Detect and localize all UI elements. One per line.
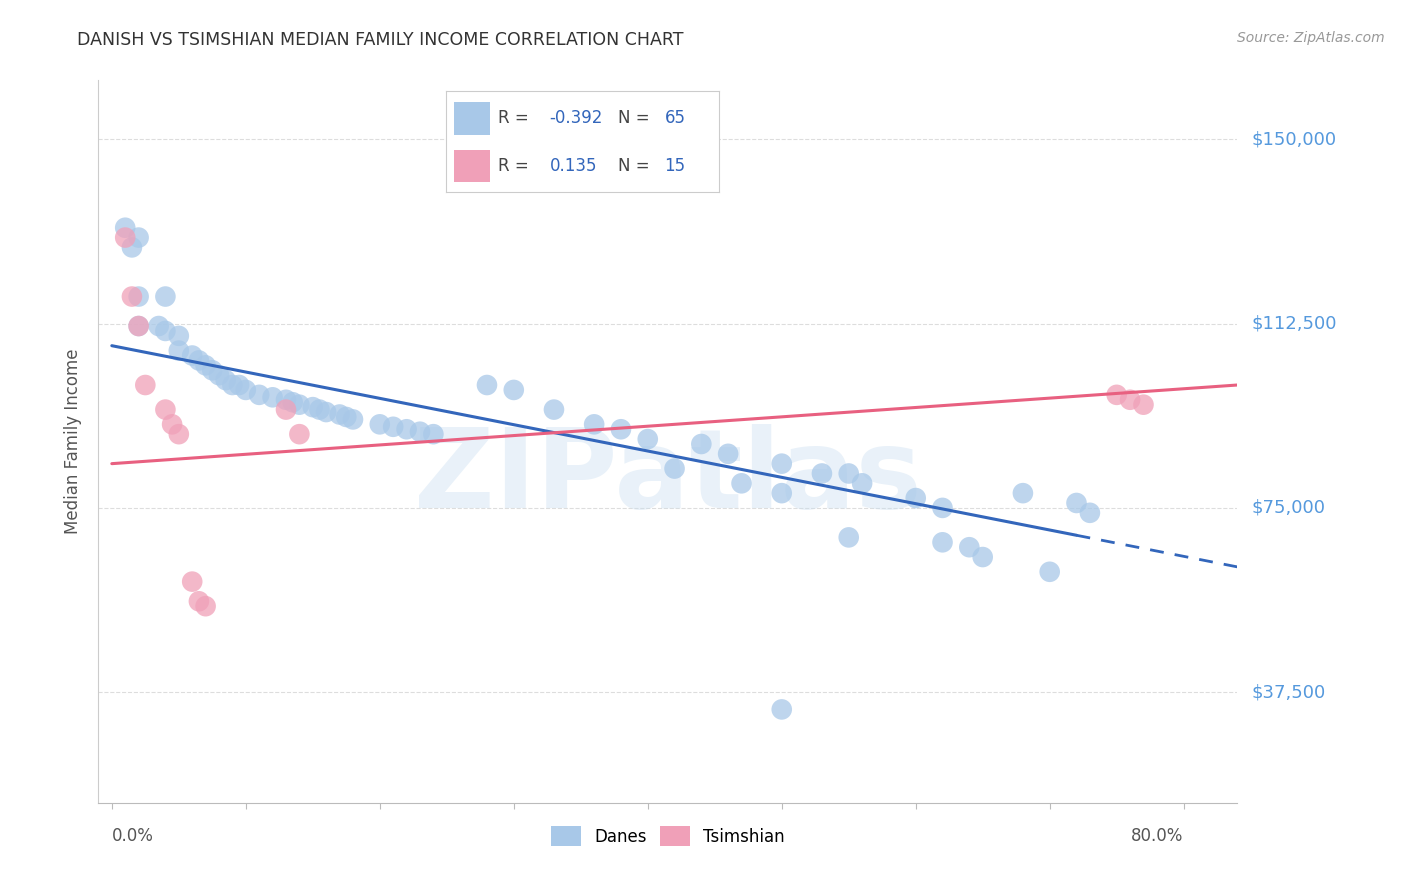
Point [274, 402, 297, 417]
Point [274, 392, 297, 407]
Point [409, 425, 432, 439]
Text: 0.0%: 0.0% [112, 828, 153, 846]
Point [281, 395, 304, 409]
Y-axis label: Median Family Income: Median Family Income [65, 349, 83, 534]
Point [262, 390, 284, 404]
Point [329, 408, 352, 422]
Point [288, 427, 311, 442]
Point [972, 549, 994, 564]
Point [690, 437, 713, 451]
Text: $112,500: $112,500 [1251, 315, 1337, 333]
Point [475, 378, 498, 392]
Point [422, 427, 444, 442]
Point [1078, 506, 1101, 520]
Point [1105, 388, 1128, 402]
Point [128, 230, 150, 244]
Point [148, 319, 170, 334]
Point [134, 378, 156, 392]
Point [301, 400, 323, 414]
Point [194, 359, 217, 373]
Point [208, 368, 231, 383]
Legend: Danes, Tsimshian: Danes, Tsimshian [544, 820, 792, 852]
Point [114, 220, 136, 235]
Point [637, 432, 659, 446]
Point [838, 467, 860, 481]
Point [167, 329, 190, 343]
Point [1132, 398, 1154, 412]
Text: $150,000: $150,000 [1251, 130, 1336, 148]
Point [121, 240, 143, 254]
Point [382, 419, 405, 434]
Point [1012, 486, 1035, 500]
Text: Source: ZipAtlas.com: Source: ZipAtlas.com [1237, 31, 1385, 45]
Point [194, 599, 217, 614]
Point [167, 343, 190, 358]
Point [335, 409, 357, 424]
Point [543, 402, 565, 417]
Point [957, 540, 980, 554]
Point [181, 349, 204, 363]
Text: $75,000: $75,000 [1251, 499, 1326, 516]
Point [1066, 496, 1088, 510]
Text: $37,500: $37,500 [1251, 683, 1326, 701]
Point [160, 417, 183, 432]
Point [155, 324, 177, 338]
Point [851, 476, 873, 491]
Point [610, 422, 633, 436]
Point [904, 491, 927, 505]
Point [770, 702, 793, 716]
Point [770, 457, 793, 471]
Point [583, 417, 606, 432]
Point [288, 398, 311, 412]
Point [128, 319, 150, 334]
Point [235, 383, 257, 397]
Point [221, 378, 243, 392]
Point [167, 427, 190, 442]
Point [114, 230, 136, 244]
Point [502, 383, 524, 397]
Point [121, 289, 143, 303]
Text: ZIPatlas: ZIPatlas [413, 425, 922, 531]
Point [155, 289, 177, 303]
Point [1039, 565, 1062, 579]
Point [664, 461, 686, 475]
Point [155, 402, 177, 417]
Point [931, 535, 953, 549]
Point [368, 417, 391, 432]
Point [811, 467, 834, 481]
Point [215, 373, 238, 387]
Point [181, 574, 204, 589]
Point [395, 422, 418, 436]
Point [201, 363, 224, 377]
Point [187, 594, 209, 608]
Point [187, 353, 209, 368]
Point [717, 447, 740, 461]
Text: 80.0%: 80.0% [1132, 828, 1184, 846]
Point [308, 402, 330, 417]
Point [128, 319, 150, 334]
Point [228, 378, 250, 392]
Point [1119, 392, 1142, 407]
Point [931, 500, 953, 515]
Point [730, 476, 752, 491]
Point [770, 486, 793, 500]
Point [247, 388, 270, 402]
Point [838, 530, 860, 544]
Point [128, 289, 150, 303]
Point [342, 412, 364, 426]
Text: DANISH VS TSIMSHIAN MEDIAN FAMILY INCOME CORRELATION CHART: DANISH VS TSIMSHIAN MEDIAN FAMILY INCOME… [77, 31, 683, 49]
Point [315, 405, 337, 419]
